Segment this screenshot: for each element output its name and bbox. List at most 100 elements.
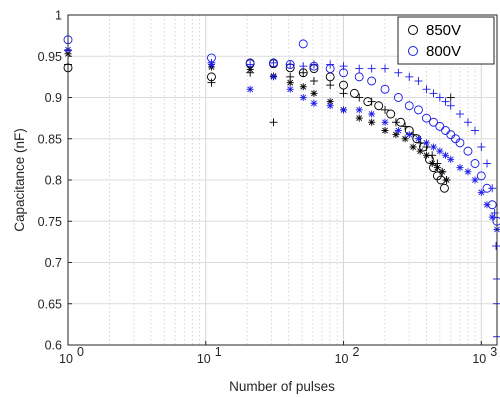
point-800v-asterisk xyxy=(405,131,413,139)
point-800v-plus xyxy=(488,184,497,193)
x-tick-exponent: 2 xyxy=(353,345,360,359)
point-850v-plus xyxy=(391,118,400,127)
point-800v-asterisk xyxy=(442,151,450,159)
point-800v-plus xyxy=(246,60,255,69)
point-800v-circle xyxy=(367,76,377,86)
point-850v-asterisk xyxy=(428,160,436,167)
point-850v-asterisk xyxy=(355,114,363,122)
x-axis-label: Number of pulses xyxy=(229,379,335,394)
point-800v-plus xyxy=(286,60,295,69)
y-tick-label: 0.75 xyxy=(38,215,62,229)
point-800v-circle xyxy=(476,171,486,181)
legend-marker-800v xyxy=(408,46,418,56)
point-850v-plus xyxy=(339,89,348,98)
point-800v-plus xyxy=(414,77,423,85)
point-800v-circle xyxy=(414,105,423,115)
point-800v-asterisk xyxy=(286,85,294,93)
point-850v-plus xyxy=(367,97,376,106)
point-850v-circle xyxy=(349,88,359,98)
point-850v-plus xyxy=(401,122,410,131)
point-800v-circle xyxy=(393,93,403,102)
point-800v-plus xyxy=(455,110,464,118)
point-800v-circle xyxy=(422,113,431,123)
x-tick-label: 10 xyxy=(59,352,73,366)
point-850v-asterisk xyxy=(310,89,318,97)
point-800v-circle xyxy=(470,159,480,168)
x-tick-exponent: 1 xyxy=(215,345,222,359)
x-tick-label: 10 xyxy=(335,352,349,366)
y-tick-label: 0.65 xyxy=(38,297,62,311)
point-800v-plus xyxy=(435,93,444,102)
point-800v-plus xyxy=(446,101,455,110)
point-850v-asterisk xyxy=(409,143,417,151)
point-850v-plus xyxy=(269,118,278,127)
point-850v-circle xyxy=(374,101,384,111)
point-850v-asterisk xyxy=(438,168,446,176)
point-800v-plus xyxy=(492,242,500,250)
point-800v-plus xyxy=(299,62,308,71)
point-800v-asterisk xyxy=(430,143,438,151)
y-tick-label: 0.7 xyxy=(45,256,62,270)
point-800v-plus xyxy=(483,159,492,168)
point-850v-asterisk xyxy=(286,79,294,87)
point-800v-plus xyxy=(477,143,486,151)
legend-box xyxy=(397,16,495,65)
legend: 850V 800V xyxy=(397,16,495,65)
point-850v-plus xyxy=(207,78,216,87)
point-800v-plus xyxy=(463,118,472,127)
point-800v-asterisk xyxy=(447,155,455,163)
point-800v-plus xyxy=(422,85,431,94)
point-850v-asterisk xyxy=(416,147,424,155)
point-800v-circle xyxy=(354,72,364,82)
point-850v-plus xyxy=(326,81,335,90)
y-tick-label: 0.95 xyxy=(38,50,62,64)
x-tick-label: 10 xyxy=(197,352,211,366)
point-800v-circle xyxy=(463,146,473,156)
point-800v-asterisk xyxy=(368,110,376,118)
point-800v-plus xyxy=(309,60,318,69)
point-800v-asterisk xyxy=(436,147,444,155)
point-850v-plus xyxy=(309,77,318,85)
point-850v-circle xyxy=(386,109,396,119)
legend-label-800v: 800V xyxy=(426,43,461,60)
point-800v-asterisk xyxy=(471,176,479,184)
point-800v-asterisk xyxy=(414,135,422,143)
point-800v-plus xyxy=(405,72,414,81)
point-800v-asterisk xyxy=(269,73,277,81)
y-axis-label: Capacitance (nF) xyxy=(12,128,27,232)
point-800v-asterisk xyxy=(422,139,430,147)
point-850v-circle xyxy=(439,183,449,193)
point-850v-asterisk xyxy=(392,131,400,139)
legend-marker-850v xyxy=(408,25,418,35)
point-850v-plus xyxy=(446,93,455,102)
point-800v-circle xyxy=(380,84,390,94)
point-800v-asterisk xyxy=(207,61,215,68)
legend-label-850v: 850V xyxy=(426,22,461,39)
point-800v-plus xyxy=(381,64,390,73)
point-800v-plus xyxy=(394,68,403,77)
point-800v-asterisk xyxy=(477,188,485,196)
point-800v-plus xyxy=(326,60,335,69)
point-850v-asterisk xyxy=(299,83,307,91)
point-800v-circle xyxy=(298,39,308,49)
y-tick-label: 0.6 xyxy=(45,339,62,353)
point-850v-asterisk xyxy=(443,176,451,184)
point-800v-asterisk xyxy=(310,99,318,107)
point-850v-circle xyxy=(339,80,348,90)
point-800v-asterisk xyxy=(246,85,254,93)
axis-ticks: 0.6 0.65 0.7 0.75 0.8 0.85 0.9 0.95 1 10 0 10 1 10 2 10… xyxy=(38,9,498,367)
point-800v-asterisk xyxy=(381,118,389,126)
point-800v-asterisk xyxy=(464,168,472,176)
point-850v-asterisk xyxy=(433,164,441,172)
point-800v-asterisk xyxy=(456,164,464,172)
point-800v-circle xyxy=(435,121,445,131)
point-800v-plus xyxy=(470,126,479,135)
y-tick-label: 1 xyxy=(55,9,62,23)
point-850v-asterisk xyxy=(326,98,334,106)
point-800v-plus xyxy=(355,64,364,73)
point-800v-asterisk xyxy=(488,213,496,221)
x-tick-exponent: 3 xyxy=(490,345,497,359)
point-800v-asterisk xyxy=(394,127,402,134)
point-850v-asterisk xyxy=(381,127,389,134)
